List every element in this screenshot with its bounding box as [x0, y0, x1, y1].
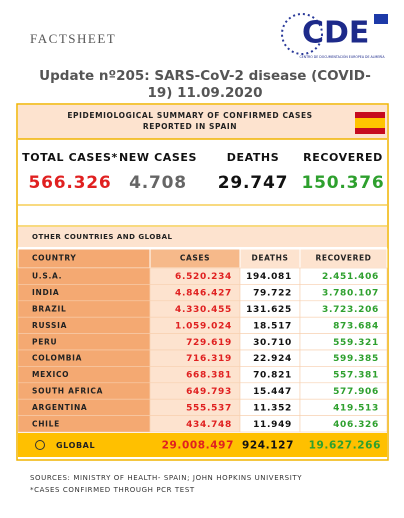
cell-value: 873.684 [333, 321, 379, 331]
cell-value: 18.517 [253, 321, 292, 331]
country-name: RUSSIA [32, 321, 67, 330]
stat-label: NEW CASES [119, 151, 197, 164]
total-row [18, 433, 387, 457]
spain-heading-band [18, 105, 387, 139]
total-value: 19.627.266 [309, 440, 381, 452]
cell-value: 406.326 [333, 420, 379, 430]
logo-caption: CENTRO DE DOCUMENTACIÓN EUROPEA DE ALMER… [299, 54, 385, 59]
footer-note: SOURCES: MINISTRY OF HEALTH- SPAIN; JOHN… [30, 474, 302, 482]
stat-value: 566.326 [28, 173, 111, 193]
spain-flag [355, 112, 385, 134]
spain-heading: REPORTED IN SPAIN [143, 122, 237, 131]
cell-value: 22.924 [253, 354, 292, 364]
cell-value: 3.723.206 [322, 305, 379, 315]
cell-value: 599.385 [333, 354, 379, 364]
cell-value: 11.352 [253, 403, 292, 413]
cell-value: 79.722 [253, 289, 292, 299]
cell-value: 577.906 [333, 387, 379, 397]
logo-ring [281, 13, 323, 55]
country-name: U.S.A. [32, 272, 62, 281]
cell [299, 415, 388, 433]
cell-value: 419.513 [333, 403, 379, 413]
flag-stripe [355, 128, 385, 134]
cell-value: 70.821 [253, 371, 292, 381]
country-name: BRAZIL [32, 305, 67, 314]
cell-value: 555.537 [186, 403, 232, 413]
cell-value: 649.793 [186, 387, 232, 397]
doc-label: FACTSHEET [30, 31, 116, 46]
country-name: INDIA [32, 288, 59, 297]
footer-note: *CASES CONFIRMED THROUGH PCR TEST [30, 486, 195, 494]
cell-value: 15.447 [253, 387, 292, 397]
title-line: 19) 11.09.2020 [147, 85, 262, 101]
cell-value: 11.949 [253, 420, 292, 430]
title-line: Update nº205: SARS-CoV-2 disease (COVID- [39, 68, 371, 84]
flag-stripe [355, 118, 385, 128]
country-name: CHILE [32, 419, 60, 428]
total-value: 924.127 [242, 440, 294, 452]
cell-value: 559.321 [333, 338, 379, 348]
cell-value: 557.381 [333, 371, 379, 381]
country-name: MEXICO [32, 370, 69, 379]
cell-value: 3.780.107 [322, 289, 379, 299]
cell-value: 4.846.427 [175, 289, 232, 299]
column-header: RECOVERED [315, 254, 371, 263]
cell-value: 4.330.455 [175, 305, 232, 315]
stat-value: 150.376 [301, 173, 384, 193]
eu-flag [374, 14, 388, 24]
globe-icon [35, 440, 45, 450]
cell-value: 194.081 [246, 272, 292, 282]
cell-value: 729.619 [186, 338, 232, 348]
cell-value: 30.710 [253, 338, 292, 348]
total-label: GLOBAL [56, 441, 95, 450]
country-name: SOUTH AFRICA [32, 387, 103, 396]
cell-value: 131.625 [246, 305, 292, 315]
column-header: DEATHS [252, 254, 289, 263]
stat-value: 29.747 [218, 173, 288, 193]
total-value: 29.008.497 [162, 440, 234, 452]
flag-stripe [355, 112, 385, 118]
global-heading: OTHER COUNTRIES AND GLOBAL [32, 233, 173, 241]
country-name: COLOMBIA [32, 354, 82, 363]
spain-heading: EPIDEMIOLOGICAL SUMMARY OF CONFIRMED CAS… [67, 111, 312, 120]
logo: CDE CENTRO DE DOCUMENTACIÓN EUROPEA DE A… [281, 13, 388, 59]
country-name: PERU [32, 337, 57, 346]
cell-value: 668.381 [186, 371, 232, 381]
table: COUNTRY CASES DEATHS RECOVERED U.S.A. 6.520.2… [17, 248, 388, 457]
country-name: ARGENTINA [32, 403, 87, 412]
cell-value: 716.319 [186, 354, 232, 364]
cell-value: 1.059.024 [175, 321, 232, 331]
stat-label: RECOVERED [303, 151, 383, 164]
global-heading-band [18, 227, 387, 247]
cell-value: 2.451.406 [322, 272, 379, 282]
stat-value: 4.708 [129, 173, 187, 193]
stat-label: DEATHS [227, 151, 280, 164]
logo-text: CDE [302, 16, 369, 51]
cell-value: 434.748 [186, 420, 232, 430]
column-header: COUNTRY [32, 254, 76, 263]
column-header: CASES [180, 254, 210, 263]
cell-value: 6.520.234 [175, 272, 232, 282]
stat-label: TOTAL CASES* [22, 151, 118, 164]
